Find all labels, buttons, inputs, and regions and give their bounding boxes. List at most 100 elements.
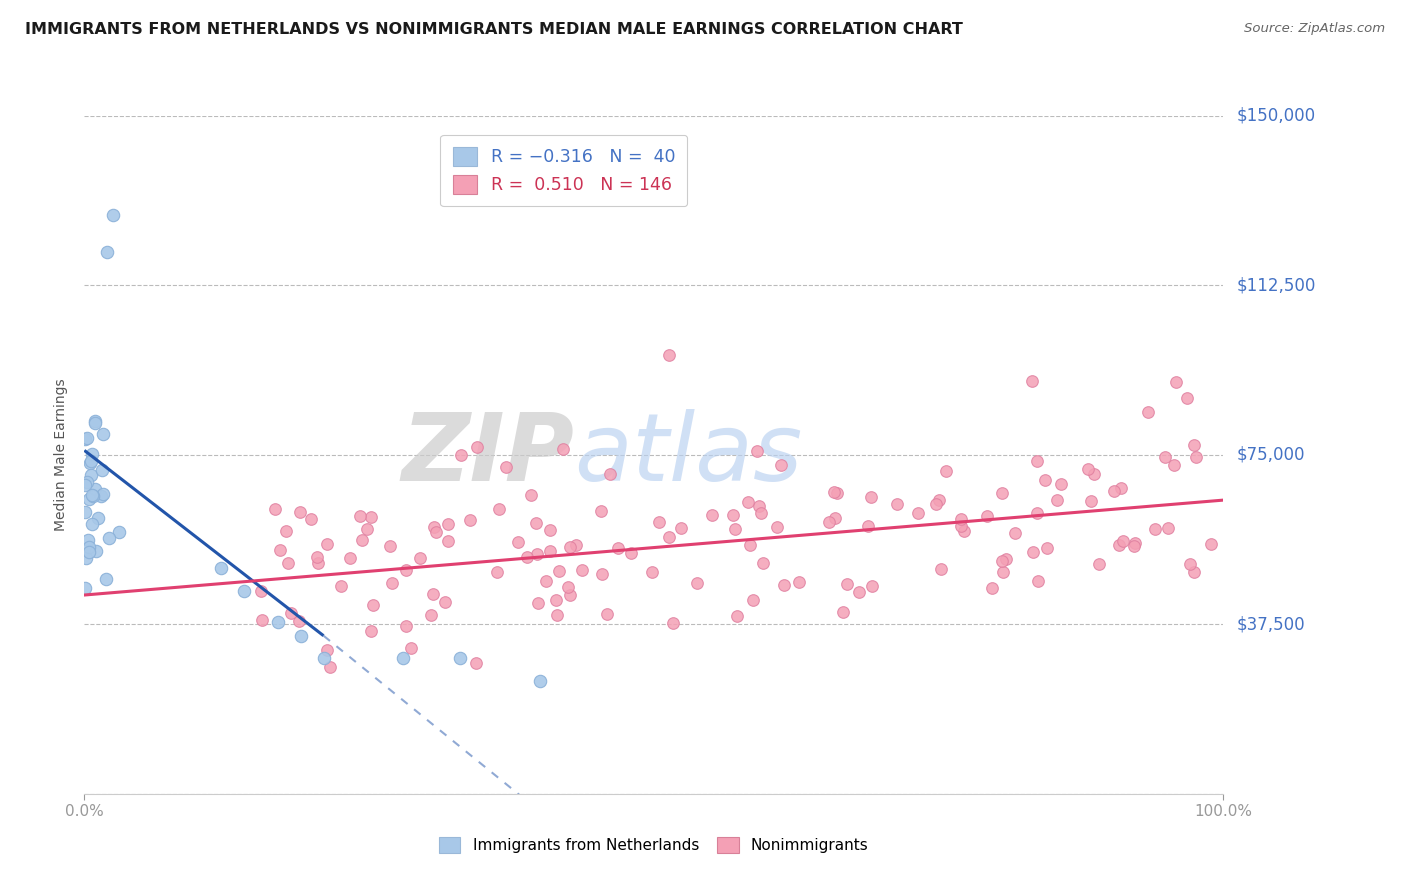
Text: IMMIGRANTS FROM NETHERLANDS VS NONIMMIGRANTS MEDIAN MALE EARNINGS CORRELATION CH: IMMIGRANTS FROM NETHERLANDS VS NONIMMIGR… (25, 22, 963, 37)
Point (249, 584, 271, 599)
Point (858, 519, 880, 533)
Point (392, 651, 415, 665)
Point (524, 516, 547, 531)
Point (465, 440, 488, 454)
Point (658, 348, 681, 362)
Point (766, 519, 789, 533)
Point (395, 619, 418, 633)
Point (1178, 558, 1201, 572)
Point (1080, 493, 1102, 508)
Point (1108, 538, 1130, 552)
Point (787, 575, 810, 590)
Point (360, 624, 382, 638)
Point (976, 508, 998, 523)
Point (401, 640, 423, 655)
Point (860, 490, 883, 504)
Point (107, 524, 129, 539)
Point (1021, 374, 1043, 388)
Point (907, 506, 929, 520)
Point (671, 521, 693, 535)
Point (437, 517, 460, 532)
Point (551, 442, 574, 456)
Point (990, 486, 1012, 500)
Point (75, 551, 97, 566)
Text: Source: ZipAtlas.com: Source: ZipAtlas.com (1244, 22, 1385, 36)
Point (98, 531, 121, 545)
Point (356, 522, 378, 536)
Point (752, 557, 775, 571)
Point (86, 544, 108, 558)
Point (527, 596, 550, 610)
Point (536, 574, 558, 588)
Point (449, 651, 471, 665)
Point (1046, 493, 1069, 508)
Point (274, 524, 297, 538)
Point (381, 575, 404, 590)
Point (991, 554, 1014, 568)
Point (658, 530, 681, 544)
Point (380, 539, 402, 553)
Point (82, 488, 104, 502)
Point (723, 522, 745, 536)
Point (363, 598, 385, 612)
Point (495, 460, 517, 475)
Point (952, 524, 974, 539)
Point (980, 581, 1002, 595)
Point (538, 523, 561, 537)
Point (84, 416, 107, 430)
Point (1164, 375, 1187, 389)
Point (87, 510, 110, 524)
Point (76, 431, 98, 445)
Point (349, 508, 371, 523)
Point (823, 484, 845, 499)
Point (75, 478, 97, 492)
Point (1122, 539, 1144, 553)
Point (94, 572, 117, 586)
Point (520, 488, 543, 502)
Point (79, 456, 101, 470)
Point (557, 580, 579, 594)
Text: $112,500: $112,500 (1237, 277, 1316, 294)
Point (725, 609, 748, 624)
Point (1025, 507, 1047, 521)
Point (77, 545, 100, 559)
Point (488, 502, 510, 516)
Point (84, 482, 107, 496)
Point (458, 513, 481, 527)
Point (1144, 522, 1167, 536)
Point (529, 673, 551, 688)
Point (269, 543, 291, 558)
Point (742, 593, 765, 607)
Point (77, 492, 100, 507)
Point (662, 615, 685, 630)
Point (929, 562, 952, 576)
Point (307, 556, 329, 570)
Point (747, 444, 769, 458)
Point (1033, 473, 1056, 487)
Point (1199, 537, 1222, 551)
Point (516, 550, 538, 565)
Point (546, 592, 568, 607)
Point (1182, 566, 1205, 580)
Point (949, 518, 972, 533)
Point (994, 552, 1017, 566)
Point (450, 448, 472, 462)
Point (648, 515, 671, 529)
Point (409, 550, 432, 565)
Point (1026, 574, 1049, 589)
Point (558, 540, 581, 554)
Point (738, 538, 761, 552)
Legend: Immigrants from Netherlands, Nonimmigrants: Immigrants from Netherlands, Nonimmigran… (432, 830, 876, 861)
Point (209, 561, 232, 575)
Point (264, 502, 287, 516)
Point (280, 606, 302, 620)
Point (299, 512, 322, 526)
Point (75, 432, 97, 446)
Point (606, 541, 628, 555)
Point (464, 656, 486, 670)
Point (80, 517, 103, 532)
Point (686, 576, 709, 591)
Point (1077, 462, 1099, 476)
Point (832, 605, 855, 619)
Point (1125, 536, 1147, 550)
